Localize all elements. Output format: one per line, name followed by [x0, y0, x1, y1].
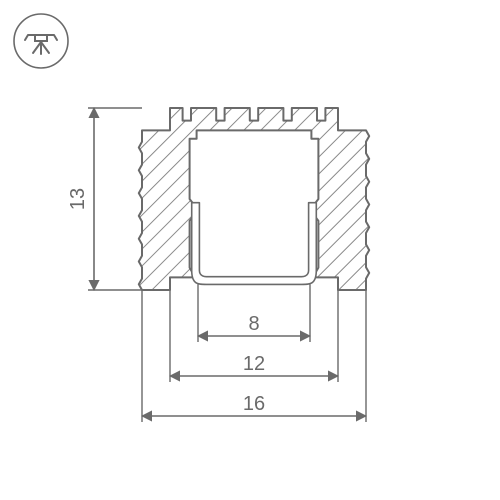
- dimension-label: 16: [243, 393, 265, 415]
- drawing-canvas: 8 12 16 13: [0, 0, 500, 500]
- dimension-label: 13: [67, 188, 89, 210]
- downlight-icon: [14, 14, 68, 68]
- dimension-label: 12: [243, 353, 265, 375]
- profile-cross-section: [139, 108, 369, 290]
- diffuser-lens: [192, 203, 317, 285]
- dimension-label: 8: [248, 313, 259, 335]
- profile-body: [139, 108, 369, 290]
- technical-drawing-svg: 8 12 16 13: [0, 0, 500, 500]
